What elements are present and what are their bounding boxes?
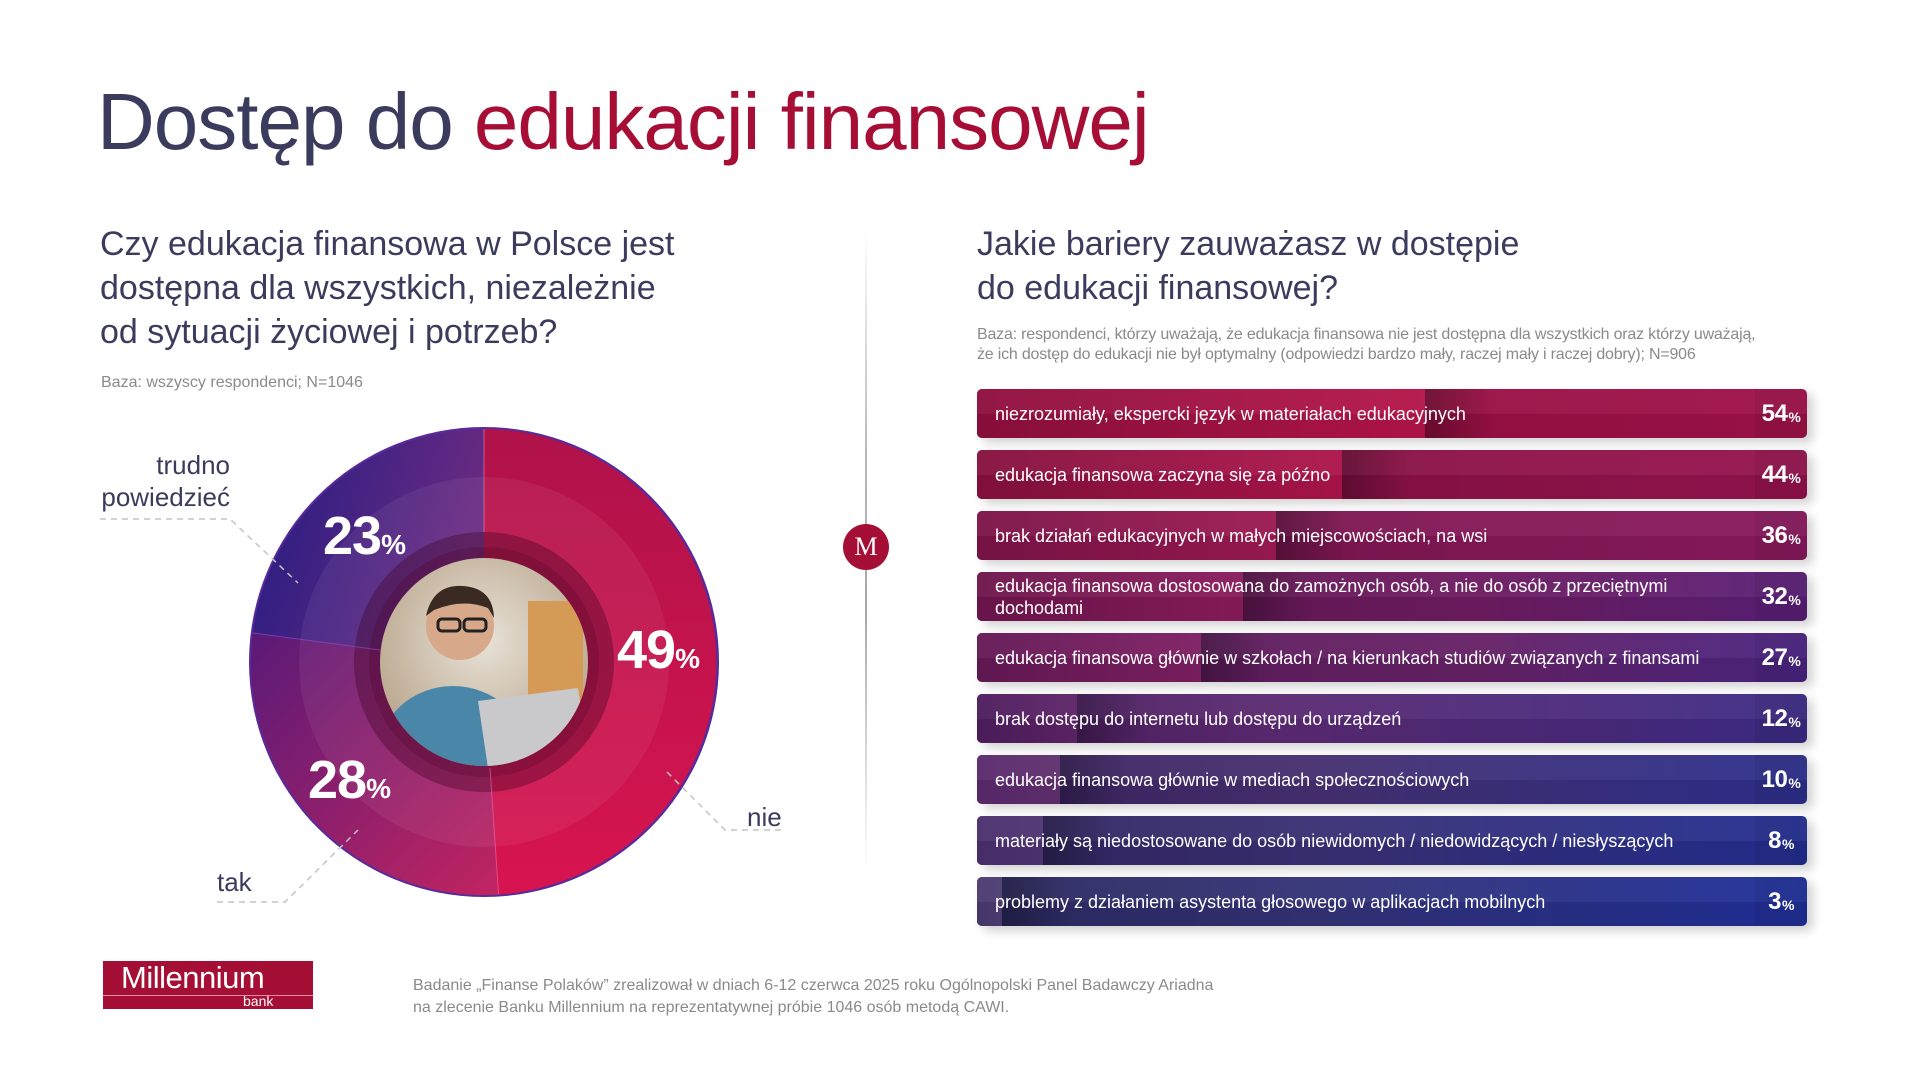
bar-row: edukacja finansowa dostosowana do zamożn… [977, 572, 1807, 621]
value-nie-number: 49 [617, 620, 676, 680]
bar-row: problemy z działaniem asystenta głosoweg… [977, 877, 1807, 926]
bar-value: 12% [1755, 694, 1807, 743]
leader-lines [100, 518, 781, 903]
value-trudno: 23% [323, 506, 406, 575]
value-tak-number: 28 [308, 750, 367, 810]
label-nie: nie [747, 802, 782, 832]
label-trudno-powiedziec: trudno powiedzieć [98, 449, 230, 513]
bar-label: edukacja finansowa głównie w szkołach / … [995, 647, 1700, 668]
bar-label: edukacja finansowa zaczyna się za późno [995, 464, 1331, 485]
bar-value: 44% [1755, 450, 1807, 499]
label-trudno-line-2: powiedzieć [101, 482, 230, 512]
right-base-line-1: Baza: respondenci, którzy uważają, że ed… [977, 326, 1756, 343]
bar-row: edukacja finansowa zaczyna się za późno … [977, 450, 1807, 499]
bar-value: 27% [1755, 633, 1807, 682]
right-question-line-2: do edukacji finansowej? [977, 269, 1339, 307]
right-question-line-1: Jakie bariery zauważasz w dostępie [977, 225, 1520, 263]
label-tak: tak [217, 867, 252, 897]
footer-note-line-2: na zlecenie Banku Millennium na reprezen… [413, 999, 1010, 1016]
logo-sub: bank [243, 993, 274, 1009]
percent-sign: % [366, 773, 391, 804]
left-question-line-3: od sytuacji życiowej i potrzeb? [100, 313, 558, 351]
barriers-bar-chart: niezrozumiały, ekspercki język w materia… [977, 389, 1807, 938]
millennium-m-icon: M [843, 524, 889, 570]
percent-sign: % [381, 529, 406, 560]
logo-name: Millennium [121, 960, 265, 995]
label-trudno-line-1: trudno [156, 450, 230, 480]
segment-nie [484, 429, 717, 895]
value-nie: 49% [617, 620, 700, 689]
bar-value: 10% [1755, 755, 1807, 804]
page-title: Dostęp do edukacji finansowej [97, 72, 1150, 172]
right-base-note: Baza: respondenci, którzy uważają, że ed… [977, 325, 1837, 365]
title-part-2-accent: edukacji finansowej [473, 77, 1150, 166]
bar-value: 3% [1755, 877, 1807, 926]
bar-row: edukacja finansowa głównie w szkołach / … [977, 633, 1807, 682]
bar-value: 36% [1755, 511, 1807, 560]
person-photo [380, 558, 588, 766]
bar-label: materiały są niedostosowane do osób niew… [995, 830, 1674, 851]
donut-chart [249, 427, 719, 897]
bar-value: 8% [1755, 816, 1807, 865]
value-trudno-number: 23 [323, 506, 382, 566]
left-question: Czy edukacja finansowa w Polsce jest dos… [100, 222, 740, 354]
bar-label: edukacja finansowa dostosowana do zamożn… [995, 575, 1668, 618]
right-question: Jakie bariery zauważasz w dostępie do ed… [977, 222, 1617, 310]
bar-label: edukacja finansowa głównie w mediach spo… [995, 769, 1470, 790]
percent-sign: % [675, 643, 700, 674]
left-base-note: Baza: wszyscy respondenci; N=1046 [101, 374, 363, 391]
left-question-line-2: dostępna dla wszystkich, niezależnie [100, 269, 656, 307]
footer-note-line-1: Badanie „Finanse Polaków” zrealizował w … [413, 977, 1214, 994]
footer-note: Badanie „Finanse Polaków” zrealizował w … [413, 975, 1213, 1019]
value-tak: 28% [308, 750, 391, 819]
bar-label: niezrozumiały, ekspercki język w materia… [995, 403, 1466, 424]
left-question-line-1: Czy edukacja finansowa w Polsce jest [100, 225, 675, 263]
bar-label: brak działań edukacyjnych w małych miejs… [995, 525, 1488, 546]
bar-value: 32% [1755, 572, 1807, 621]
right-base-line-2: że ich dostęp do edukacji nie był optyma… [977, 346, 1696, 363]
millennium-bank-logo: Millennium bank [103, 960, 313, 1009]
bar-row: niezrozumiały, ekspercki język w materia… [977, 389, 1807, 438]
bar-label: problemy z działaniem asystenta głosoweg… [995, 891, 1546, 912]
title-part-1: Dostęp do [97, 77, 474, 166]
bar-row: brak dostępu do internetu lub dostępu do… [977, 694, 1807, 743]
bar-row: materiały są niedostosowane do osób niew… [977, 816, 1807, 865]
bar-row: edukacja finansowa głównie w mediach spo… [977, 755, 1807, 804]
logo-divider [103, 995, 313, 996]
bar-label: brak dostępu do internetu lub dostępu do… [995, 708, 1402, 729]
bar-value: 54% [1755, 389, 1807, 438]
bar-row: brak działań edukacyjnych w małych miejs… [977, 511, 1807, 560]
